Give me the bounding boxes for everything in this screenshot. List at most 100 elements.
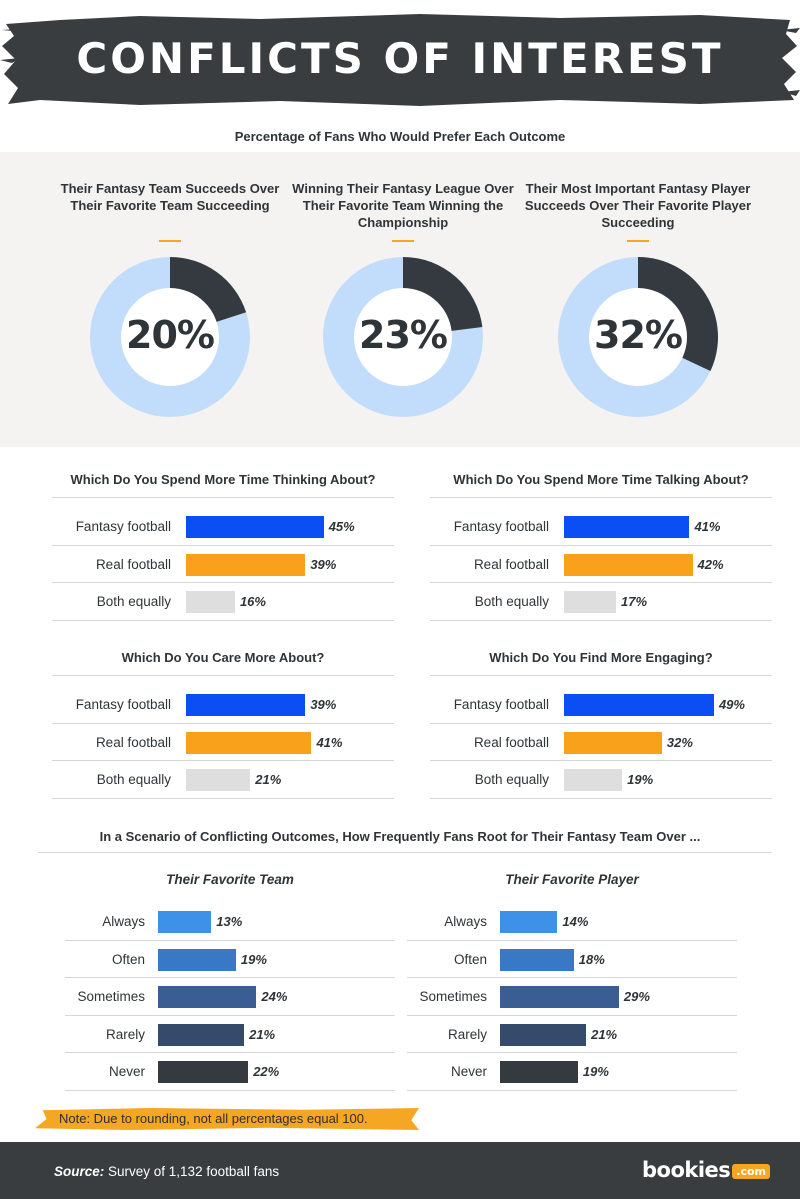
donut-label: Their Fantasy Team Succeeds Over Their F…	[60, 181, 280, 213]
row-divider	[65, 1089, 395, 1091]
bar-category-label: Both equally	[96, 594, 171, 609]
bar	[158, 1023, 245, 1046]
donut-label: Their Most Important Fantasy Player Succ…	[524, 181, 752, 230]
bar-value-label: 19%	[582, 1064, 609, 1079]
bar-value-label: 39%	[310, 697, 337, 712]
bar-value-label: 14%	[562, 914, 589, 929]
bar	[158, 911, 212, 933]
bar-category-label: Real football	[95, 734, 171, 750]
row-divider	[65, 977, 395, 979]
bar	[500, 986, 619, 1008]
header-banner: CONFLICTS OF INTEREST	[0, 0, 800, 120]
comparison-panel: Which Do You Spend More Time Thinking Ab…	[52, 472, 394, 622]
donut-percentage: 23%	[359, 313, 448, 357]
donut-hole	[589, 288, 687, 386]
row-divider	[65, 1052, 395, 1054]
source-label: Source:	[54, 1164, 105, 1179]
comparison-panel: Which Do You Find More Engaging? Fantasy …	[430, 650, 772, 800]
bar-value-label: 49%	[718, 697, 745, 712]
bar-value-label: 45%	[328, 519, 355, 534]
bar-row: Fantasy football 49%	[430, 694, 772, 716]
bar-value-label: 18%	[578, 951, 605, 967]
row-divider	[430, 722, 772, 724]
bar	[186, 769, 251, 791]
bar-row: Fantasy football 41%	[430, 516, 772, 538]
donut-percentage: 32%	[594, 313, 683, 357]
rounding-note: Note: Due to rounding, not all percentag…	[35, 1108, 419, 1130]
brand-logo[interactable]: bookies .com	[642, 1158, 771, 1182]
page-title: CONFLICTS OF INTEREST	[76, 34, 724, 83]
bar	[564, 769, 623, 791]
bar-value-label: 19%	[240, 951, 267, 967]
bar	[186, 516, 324, 538]
accent-dash	[627, 240, 649, 242]
footer: Source: Survey of 1,132 football fans bo…	[0, 1142, 800, 1199]
panel-divider	[52, 675, 394, 676]
panel-title: Which Do You Spend More Time Thinking Ab…	[70, 472, 376, 487]
scenario-section-title: In a Scenario of Conflicting Outcomes, H…	[99, 829, 701, 844]
bar-row: Often 19%	[65, 948, 395, 971]
bar-value-label: 19%	[627, 772, 654, 787]
bar-category-label: Always	[102, 914, 145, 929]
bar-row: Rarely 21%	[407, 1023, 737, 1046]
bar-category-label: Often	[111, 951, 145, 967]
bar	[564, 553, 693, 576]
bar-value-label: 13%	[216, 914, 243, 929]
row-divider	[430, 760, 772, 762]
row-divider	[430, 619, 772, 621]
panel-title: Which Do You Care More About?	[121, 650, 325, 665]
bar	[564, 694, 714, 716]
bar-category-label: Often	[453, 951, 487, 967]
bar-row: Both equally 17%	[430, 591, 772, 613]
row-divider	[52, 544, 394, 546]
divider	[38, 852, 772, 853]
bar-category-label: Always	[444, 914, 487, 929]
bar-value-label: 32%	[666, 734, 693, 750]
bar-category-label: Rarely	[105, 1026, 145, 1042]
bar	[186, 694, 306, 716]
panel-divider	[430, 497, 772, 498]
frequency-panel: Their Favorite Team Always 13% Often 19% Some…	[65, 872, 395, 1092]
bar-value-label: 24%	[261, 989, 288, 1004]
row-divider	[52, 797, 394, 799]
bar	[564, 731, 662, 754]
donut-label-block: Winning Their Fantasy League Over Their …	[288, 180, 518, 242]
bar-category-label: Both equally	[474, 772, 549, 787]
bar-value-label: 21%	[255, 772, 282, 787]
bar	[186, 591, 235, 613]
donut-chart	[90, 257, 250, 417]
bar-row: Never 19%	[407, 1061, 737, 1083]
bar-category-label: Never	[450, 1064, 487, 1079]
bar-row: Real football 32%	[430, 731, 772, 754]
row-divider	[407, 939, 737, 941]
bar-value-label: 21%	[249, 1026, 276, 1042]
panel-title: Which Do You Spend More Time Talking Abo…	[453, 472, 749, 487]
bar-category-label: Fantasy football	[453, 697, 549, 712]
bar	[564, 591, 617, 613]
bar	[158, 986, 257, 1008]
row-divider	[407, 1089, 737, 1091]
frequency-panel: Their Favorite Player Always 14% Often 18% So…	[407, 872, 737, 1092]
donut-hole	[121, 288, 219, 386]
bar	[500, 1061, 578, 1083]
donut-hole	[354, 288, 452, 386]
bar-category-label: Both equally	[474, 594, 549, 609]
donut-chart	[558, 257, 718, 417]
bar-row: Always 14%	[407, 911, 737, 933]
bar	[158, 948, 236, 971]
row-divider	[52, 760, 394, 762]
row-divider	[52, 582, 394, 584]
bar	[158, 1061, 249, 1083]
donut-label-block: Their Fantasy Team Succeeds Over Their F…	[55, 180, 285, 242]
donut-section-title: Percentage of Fans Who Would Prefer Each…	[234, 129, 566, 144]
row-divider	[430, 582, 772, 584]
donut-chart	[323, 257, 483, 417]
row-divider	[407, 1052, 737, 1054]
bar-category-label: Sometimes	[77, 989, 145, 1004]
bar-row: Fantasy football 45%	[52, 516, 394, 538]
bar-category-label: Fantasy football	[453, 519, 549, 534]
panel-title: Their Favorite Team	[166, 872, 294, 887]
bar-value-label: 39%	[310, 556, 337, 572]
comparison-panel: Which Do You Care More About? Fantasy foo…	[52, 650, 394, 800]
row-divider	[52, 619, 394, 621]
